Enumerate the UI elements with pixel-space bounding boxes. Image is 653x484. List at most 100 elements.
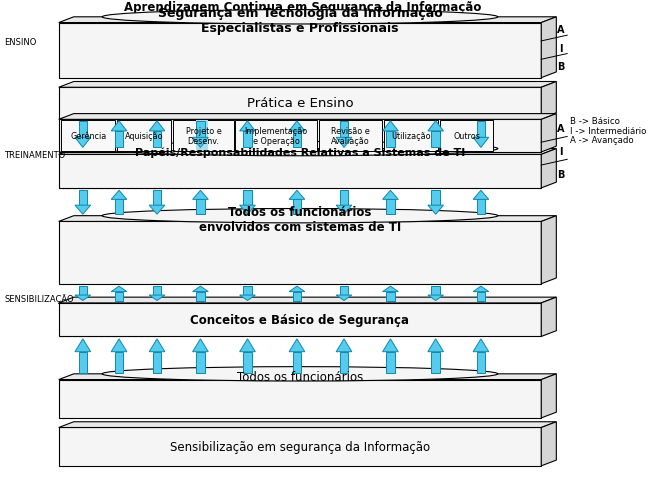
Polygon shape [193, 191, 208, 200]
Polygon shape [153, 191, 161, 206]
Polygon shape [59, 428, 541, 466]
Text: Implementação
e Operação: Implementação e Operação [244, 127, 308, 146]
Polygon shape [59, 374, 556, 380]
Text: Gerência: Gerência [70, 132, 106, 141]
Polygon shape [61, 121, 116, 151]
Text: TREINAMENTO: TREINAMENTO [5, 151, 66, 160]
Polygon shape [240, 339, 255, 352]
Text: I: I [560, 147, 563, 157]
Polygon shape [473, 191, 489, 200]
Ellipse shape [102, 11, 498, 25]
Polygon shape [149, 206, 165, 215]
Polygon shape [383, 339, 398, 352]
Polygon shape [75, 339, 91, 352]
Polygon shape [78, 121, 87, 138]
Polygon shape [75, 295, 91, 301]
Polygon shape [336, 206, 352, 215]
Polygon shape [293, 132, 301, 148]
Text: Projeto e
Desenv.: Projeto e Desenv. [185, 127, 221, 146]
Polygon shape [153, 352, 161, 373]
Polygon shape [383, 287, 398, 292]
Polygon shape [336, 339, 352, 352]
Polygon shape [386, 200, 395, 215]
Text: Prática e Ensino: Prática e Ensino [247, 97, 353, 110]
Polygon shape [153, 287, 161, 295]
Polygon shape [59, 380, 541, 418]
Text: Revisão e
Avaliação: Revisão e Avaliação [331, 127, 370, 146]
Polygon shape [115, 132, 123, 148]
Polygon shape [236, 121, 317, 151]
Polygon shape [477, 352, 485, 373]
Text: Aprendizagem Continua em Segurança da Informação: Aprendizagem Continua em Segurança da In… [124, 0, 482, 14]
Polygon shape [75, 138, 91, 148]
Polygon shape [384, 121, 438, 151]
Polygon shape [243, 132, 252, 148]
Polygon shape [115, 352, 123, 373]
Polygon shape [386, 352, 395, 373]
Polygon shape [59, 155, 541, 188]
Polygon shape [111, 191, 127, 200]
Polygon shape [78, 191, 87, 206]
Text: Outros: Outros [453, 132, 480, 141]
Polygon shape [78, 352, 87, 373]
Text: Segurança em Tecnologia da Informação
Especialistas e Profissionais: Segurança em Tecnologia da Informação Es… [157, 7, 442, 34]
Polygon shape [473, 339, 489, 352]
Polygon shape [336, 138, 352, 148]
Polygon shape [541, 114, 556, 152]
Polygon shape [541, 422, 556, 466]
Polygon shape [59, 18, 556, 24]
Polygon shape [59, 120, 541, 152]
Text: Sensibilização em segurança da Informação: Sensibilização em segurança da Informaçã… [170, 440, 430, 453]
Polygon shape [293, 292, 301, 301]
Text: I -> Intermediário: I -> Intermediário [569, 127, 646, 136]
Polygon shape [541, 149, 556, 188]
Polygon shape [115, 292, 123, 301]
Polygon shape [340, 287, 348, 295]
Text: Todos os funcionários
envolvidos com sistemas de TI: Todos os funcionários envolvidos com sis… [199, 205, 401, 233]
Polygon shape [111, 121, 127, 132]
Polygon shape [340, 352, 348, 373]
Polygon shape [319, 121, 382, 151]
Polygon shape [196, 121, 205, 138]
Polygon shape [293, 200, 301, 215]
Polygon shape [473, 138, 489, 148]
Text: Aquisição: Aquisição [125, 132, 164, 141]
Polygon shape [59, 88, 541, 119]
Text: SENSIBILIZAÇÃO: SENSIBILIZAÇÃO [5, 294, 74, 303]
Text: I: I [560, 44, 563, 54]
Polygon shape [432, 287, 440, 295]
Text: Utilização: Utilização [391, 132, 431, 141]
Polygon shape [59, 114, 556, 120]
Polygon shape [117, 121, 172, 151]
Text: ENSINO: ENSINO [5, 38, 37, 47]
Polygon shape [59, 303, 541, 337]
Text: B: B [558, 170, 565, 180]
Polygon shape [477, 292, 485, 301]
Polygon shape [243, 352, 252, 373]
Polygon shape [473, 287, 489, 292]
Polygon shape [196, 352, 205, 373]
Ellipse shape [102, 142, 498, 156]
Text: B -> Básico: B -> Básico [569, 117, 620, 126]
Polygon shape [289, 121, 305, 132]
Polygon shape [173, 121, 234, 151]
Polygon shape [340, 121, 348, 138]
Polygon shape [111, 339, 127, 352]
Text: A: A [558, 25, 565, 35]
Polygon shape [541, 18, 556, 78]
Polygon shape [428, 295, 443, 301]
Polygon shape [149, 295, 165, 301]
Text: Papéis/Responsabilidades Relativas a Sistemas de TI: Papéis/Responsabilidades Relativas a Sis… [135, 147, 465, 157]
Text: B: B [558, 62, 565, 72]
Polygon shape [59, 82, 556, 88]
Polygon shape [289, 339, 305, 352]
Polygon shape [59, 298, 556, 303]
Text: A: A [558, 124, 565, 134]
Polygon shape [289, 191, 305, 200]
Polygon shape [477, 200, 485, 215]
Polygon shape [477, 121, 485, 138]
Polygon shape [240, 295, 255, 301]
Polygon shape [289, 287, 305, 292]
Polygon shape [541, 374, 556, 418]
Polygon shape [149, 121, 165, 132]
